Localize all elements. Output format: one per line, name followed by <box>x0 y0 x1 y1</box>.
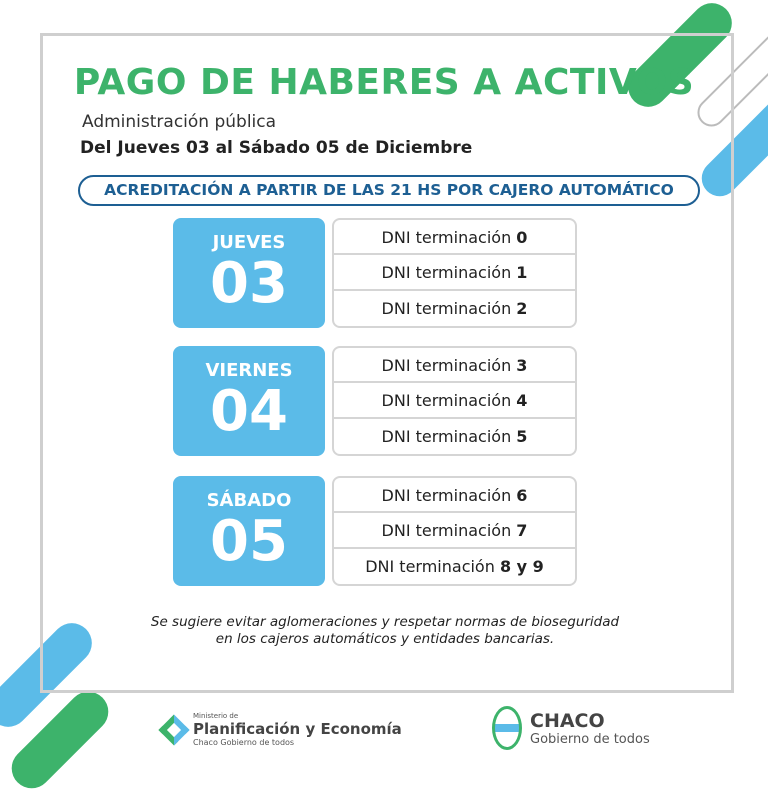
subtitle: Administración pública <box>82 112 277 132</box>
gov-name: CHACO <box>530 709 605 732</box>
diamond-icon <box>158 713 190 746</box>
day-block: JUEVES 03 <box>173 218 325 328</box>
dni-ending: 3 <box>516 356 528 375</box>
dni-label: DNI terminación <box>381 486 512 505</box>
dni-ending: 4 <box>516 391 528 411</box>
coat-of-arms-icon <box>492 706 522 750</box>
dni-list: DNI terminación 3 DNI terminación 4 DNI te… <box>332 346 577 456</box>
dni-row: DNI terminación 0 <box>334 220 575 256</box>
day-number: 03 <box>210 251 288 316</box>
dni-row: DNI terminación 1 <box>334 255 575 291</box>
day-name: VIERNES <box>205 360 293 381</box>
dni-list: DNI terminación 0 DNI terminación 1 DNI te… <box>332 218 577 328</box>
dni-row: DNI terminación 3 <box>334 348 575 384</box>
dni-row: DNI terminación 2 <box>334 291 575 326</box>
dni-ending: 8 y 9 <box>499 556 544 576</box>
dni-label: DNI terminación <box>381 263 512 283</box>
dni-label: DNI terminación <box>381 298 512 318</box>
dni-label: DNI terminación <box>381 391 512 411</box>
day-number: 05 <box>210 509 288 574</box>
dni-row: DNI terminación 7 <box>334 513 575 549</box>
day-number: 04 <box>210 379 288 444</box>
date-range: Del Jueves 03 al Sábado 05 de Diciembre <box>80 138 473 158</box>
dni-list: DNI terminación 6 DNI terminación 7 DNI te… <box>332 476 577 586</box>
dni-ending: 6 <box>516 486 528 505</box>
gov-tag: Gobierno de todos <box>530 731 650 747</box>
dni-ending: 2 <box>516 298 528 318</box>
dni-label: DNI terminación <box>381 426 512 446</box>
dni-label: DNI terminación <box>381 228 512 247</box>
day-name: SÁBADO <box>206 490 292 511</box>
day-name: JUEVES <box>212 232 286 253</box>
dni-row: DNI terminación 6 <box>334 478 575 514</box>
dni-ending: 7 <box>516 521 528 541</box>
dni-label: DNI terminación <box>381 521 512 541</box>
dni-ending: 0 <box>516 228 528 247</box>
day-block: SÁBADO 05 <box>173 476 325 586</box>
dni-ending: 1 <box>516 263 528 283</box>
page-title: PAGO DE HABERES A ACTIVOS <box>73 62 695 103</box>
ministry-tag: Chaco Gobierno de todos <box>193 738 295 747</box>
dni-label: DNI terminación <box>365 556 495 576</box>
ministry-logo: Ministerio de Planificación y Economía C… <box>158 712 402 747</box>
footnote: Se sugiere evitar aglomeraciones y respe… <box>150 614 620 647</box>
dni-row: DNI terminación 8 y 9 <box>334 549 575 584</box>
chaco-logo: CHACO Gobierno de todos <box>492 706 650 750</box>
dni-row: DNI terminación 4 <box>334 383 575 419</box>
dni-ending: 5 <box>516 426 528 446</box>
day-block: VIERNES 04 <box>173 346 325 456</box>
notice-pill: ACREDITACIÓN A PARTIR DE LAS 21 HS POR C… <box>78 175 700 206</box>
content-frame <box>40 33 734 693</box>
dni-label: DNI terminación <box>381 356 512 375</box>
dni-row: DNI terminación 5 <box>334 419 575 454</box>
ministry-small: Ministerio de <box>193 712 239 720</box>
ministry-name: Planificación y Economía <box>193 720 402 738</box>
